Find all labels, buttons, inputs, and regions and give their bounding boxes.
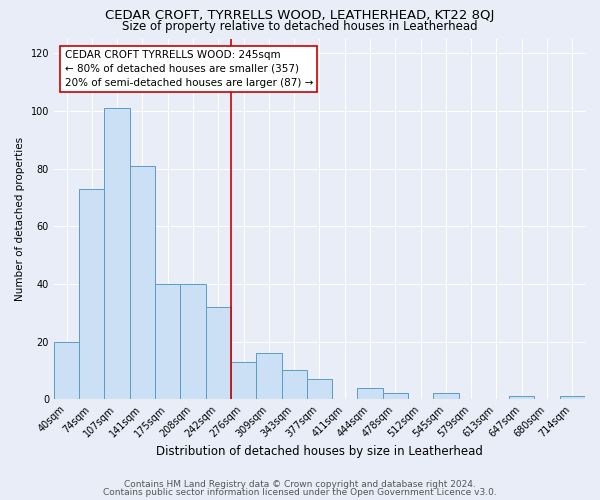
- Text: Contains public sector information licensed under the Open Government Licence v3: Contains public sector information licen…: [103, 488, 497, 497]
- Bar: [155, 284, 181, 399]
- Bar: [509, 396, 535, 399]
- X-axis label: Distribution of detached houses by size in Leatherhead: Distribution of detached houses by size …: [156, 444, 483, 458]
- Text: Contains HM Land Registry data © Crown copyright and database right 2024.: Contains HM Land Registry data © Crown c…: [124, 480, 476, 489]
- Text: CEDAR CROFT, TYRRELLS WOOD, LEATHERHEAD, KT22 8QJ: CEDAR CROFT, TYRRELLS WOOD, LEATHERHEAD,…: [106, 9, 494, 22]
- Text: CEDAR CROFT TYRRELLS WOOD: 245sqm
← 80% of detached houses are smaller (357)
20%: CEDAR CROFT TYRRELLS WOOD: 245sqm ← 80% …: [65, 50, 313, 88]
- Bar: [433, 394, 458, 399]
- Bar: [206, 307, 231, 399]
- Bar: [560, 396, 585, 399]
- Bar: [181, 284, 206, 399]
- Bar: [54, 342, 79, 399]
- Bar: [383, 394, 408, 399]
- Text: Size of property relative to detached houses in Leatherhead: Size of property relative to detached ho…: [122, 20, 478, 33]
- Bar: [281, 370, 307, 399]
- Y-axis label: Number of detached properties: Number of detached properties: [15, 137, 25, 301]
- Bar: [231, 362, 256, 399]
- Bar: [358, 388, 383, 399]
- Bar: [130, 166, 155, 399]
- Bar: [307, 379, 332, 399]
- Bar: [256, 353, 281, 399]
- Bar: [104, 108, 130, 399]
- Bar: [79, 189, 104, 399]
